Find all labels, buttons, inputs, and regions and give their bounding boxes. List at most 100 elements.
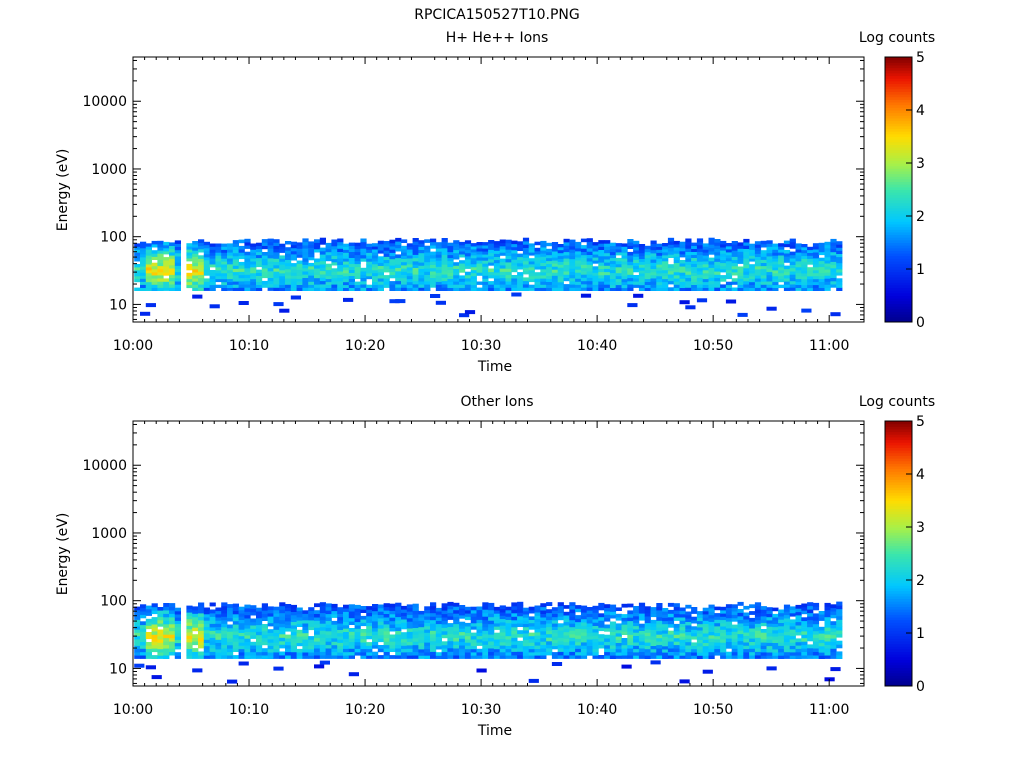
spectrogram-cell: [372, 284, 379, 289]
spectrogram-cell: [801, 624, 808, 628]
spectrogram-cell: [696, 649, 704, 653]
spectrogram-cell: [308, 241, 315, 245]
spectrogram-cell: [366, 243, 373, 247]
spectrogram-cell: [244, 274, 251, 278]
spectrogram-cell: [801, 641, 808, 646]
spectrogram-cell: [505, 629, 512, 633]
spectrogram-cell: [232, 246, 239, 250]
spectrogram-cell: [685, 628, 692, 633]
spectrogram-cell: [725, 269, 733, 274]
spectrogram-cell: [534, 622, 541, 626]
spectrogram-cell: [203, 269, 210, 273]
spectrogram-cell: [685, 648, 692, 653]
spectrogram-cell: [331, 644, 338, 649]
spectrogram-cell: [528, 635, 535, 640]
spectrogram-cell: [372, 263, 379, 268]
spectrogram-cell: [836, 626, 843, 631]
spectrogram-cell: [702, 252, 709, 256]
spectrogram-cell: [638, 641, 646, 645]
spectrogram-cell: [789, 625, 796, 630]
spectrogram-cell: [215, 610, 222, 615]
spectrogram-cell: [441, 606, 448, 611]
spectrogram-cell: [824, 251, 831, 255]
spectrogram-cell: [447, 601, 454, 606]
colorbar-swatch: [885, 197, 912, 201]
spectrogram-cell: [673, 655, 680, 659]
spectrogram-cell: [198, 655, 205, 659]
spectrogram-cell: [145, 635, 152, 640]
spectrogram-cell: [557, 249, 564, 254]
spectrogram-cell: [633, 253, 640, 257]
spectrogram-cell: [424, 265, 431, 269]
spectrogram-cell: [836, 253, 843, 258]
spectrogram-cell: [546, 623, 553, 628]
spectrogram-cell: [296, 281, 303, 285]
spectrogram-cell: [360, 632, 367, 636]
spectrogram-cell: [580, 287, 588, 291]
spectrogram-cell: [540, 250, 547, 254]
spectrogram-cell: [534, 651, 541, 656]
spectrogram-cell: [151, 278, 158, 282]
spectrogram-cell: [656, 613, 663, 618]
spectrogram-cell: [836, 630, 843, 635]
spectrogram-cell: [592, 251, 599, 255]
spectrogram-cell: [383, 244, 390, 248]
spectrogram-cell: [470, 287, 477, 291]
spectrogram-cell: [308, 266, 315, 270]
colorbar-swatch: [885, 468, 912, 472]
spectrogram-cell: [615, 648, 622, 653]
spectrogram-cell: [157, 256, 164, 260]
spectrogram-cell: [615, 629, 622, 634]
spectrogram-cell: [714, 268, 721, 272]
spectrogram-cell: [720, 262, 727, 267]
spectrogram-cell: [464, 626, 472, 630]
spectrogram-cell: [604, 278, 611, 282]
spectrogram-cell: [366, 642, 373, 646]
spectrogram-cell: [534, 247, 541, 252]
spectrogram-cell: [621, 644, 628, 649]
spectrogram-cell: [174, 271, 181, 276]
spectrogram-cell: [749, 281, 756, 286]
spectrogram-cell: [337, 629, 344, 634]
spectrogram-cell: [308, 636, 315, 640]
spectrogram-cell: [430, 258, 437, 262]
spectrogram-cell: [563, 631, 570, 636]
x-tick-label: 10:40: [577, 702, 617, 718]
spectrogram-cell: [383, 241, 390, 245]
spectrogram-cell: [482, 287, 489, 291]
spectrogram-cell: [389, 617, 396, 622]
spectrogram-cell: [267, 287, 274, 291]
spectrogram-cell: [221, 273, 228, 277]
spectrogram-cell: [499, 635, 506, 639]
spectrogram-cell: [830, 628, 837, 632]
spectrogram-cell: [708, 641, 715, 646]
spectrogram-cell: [783, 621, 791, 626]
spectrogram-cell: [592, 625, 599, 630]
spectrogram-cell: [522, 277, 530, 282]
spectrogram-cell: [522, 237, 530, 242]
spectrogram-cell: [140, 311, 151, 316]
spectrogram-cell: [482, 630, 489, 635]
spectrogram-cell: [557, 273, 564, 277]
spectrogram-cell: [418, 645, 425, 650]
spectrogram-cell: [691, 655, 698, 659]
spectrogram-cell: [389, 281, 396, 285]
spectrogram-cell: [737, 651, 744, 656]
spectrogram-cell: [261, 245, 268, 250]
spectrogram-cell: [621, 272, 628, 277]
panel-title: H+ He++ Ions: [446, 30, 549, 46]
spectrogram-cell: [511, 243, 518, 248]
spectrogram-cell: [586, 619, 593, 624]
spectrogram-cell: [285, 617, 292, 622]
spectrogram-cell: [389, 265, 396, 269]
spectrogram-cell: [267, 609, 274, 614]
spectrogram-cell: [354, 648, 361, 653]
spectrogram-cell: [267, 612, 274, 617]
spectrogram-cell: [227, 272, 234, 277]
spectrogram-cell: [725, 617, 733, 622]
spectrogram-cell: [459, 254, 466, 258]
spectrogram-cell: [807, 255, 814, 259]
spectrogram-cell: [789, 287, 796, 291]
colorbar-swatch: [885, 271, 912, 275]
spectrogram-cell: [447, 269, 454, 273]
